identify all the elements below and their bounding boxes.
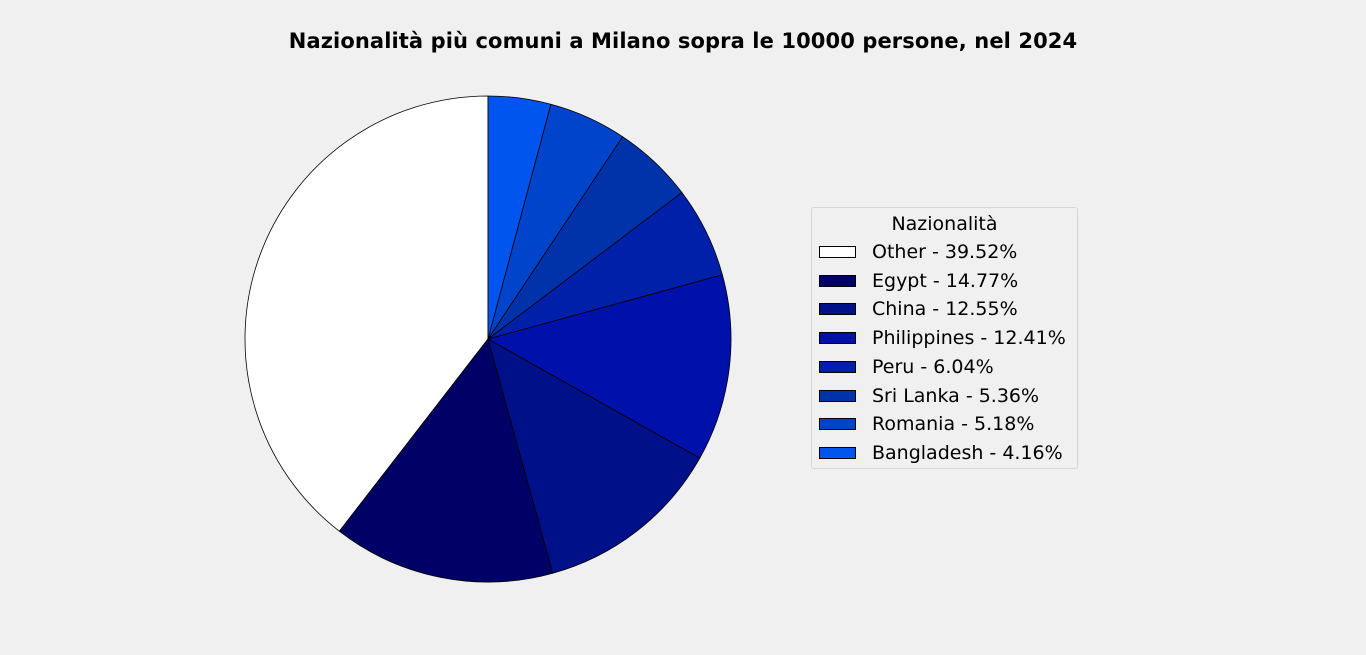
- legend-label-egypt: Egypt - 14.77%: [872, 269, 1019, 292]
- legend-item-other: Other - 39.52%: [819, 241, 1017, 263]
- legend-label-china: China - 12.55%: [872, 298, 1018, 321]
- legend-item-bangladesh: Bangladesh - 4.16%: [819, 442, 1063, 464]
- legend: Nazionalità Other - 39.52% Egypt - 14.77%…: [811, 207, 1078, 469]
- pie-slice-egypt: [338, 338, 554, 583]
- legend-swatch-peru: [819, 360, 856, 373]
- pie-slice-bangladesh: [487, 95, 552, 340]
- legend-swatch-philippines: [819, 332, 856, 345]
- legend-swatch-egypt: [819, 274, 856, 287]
- pie-slice-other: [244, 95, 489, 532]
- legend-swatch-sri-lanka: [819, 389, 856, 402]
- legend-swatch-other: [819, 246, 856, 258]
- legend-swatch-china: [819, 303, 856, 316]
- legend-title: Nazionalità: [891, 213, 998, 235]
- legend-label-romania: Romania - 5.18%: [872, 413, 1035, 436]
- legend-label-sri-lanka: Sri Lanka - 5.36%: [872, 384, 1040, 407]
- legend-item-china: China - 12.55%: [819, 298, 1018, 320]
- pie-slice-philippines: [487, 274, 732, 459]
- legend-item-sri-lanka: Sri Lanka - 5.36%: [819, 385, 1039, 407]
- legend-label-bangladesh: Bangladesh - 4.16%: [872, 441, 1063, 464]
- legend-item-peru: Peru - 6.04%: [819, 356, 994, 378]
- legend-label-other: Other - 39.52%: [872, 241, 1018, 263]
- legend-label-philippines: Philippines - 12.41%: [872, 327, 1066, 350]
- chart-title: Nazionalità più comuni a Milano sopra le…: [288, 29, 1078, 53]
- legend-swatch-romania: [819, 418, 856, 431]
- legend-label-peru: Peru - 6.04%: [872, 355, 994, 378]
- pie-slice-china: [487, 338, 701, 574]
- legend-swatch-bangladesh: [819, 446, 856, 459]
- legend-item-egypt: Egypt - 14.77%: [819, 270, 1018, 292]
- legend-item-philippines: Philippines - 12.41%: [819, 327, 1066, 349]
- legend-item-romania: Romania - 5.18%: [819, 413, 1034, 435]
